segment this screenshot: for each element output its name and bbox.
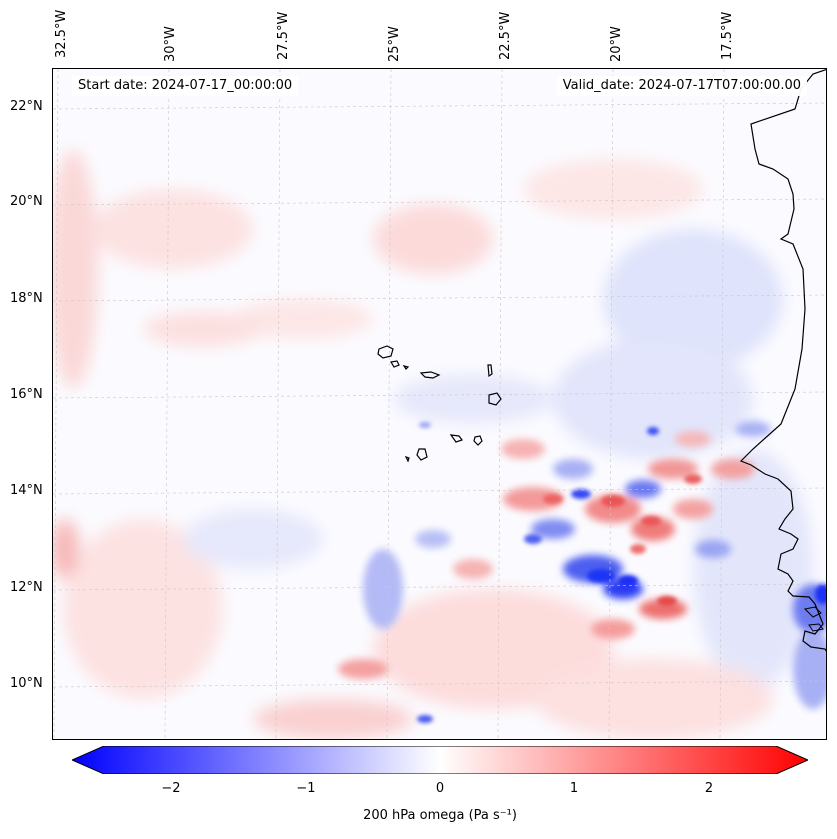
convective-region (338, 421, 826, 709)
colorbar-tick-minus2: −2 (161, 781, 181, 796)
lon-label-30w: 30°W (163, 26, 178, 62)
colorbar-label: 200 hPa omega (Pa s⁻¹) (363, 808, 517, 823)
colorbar-graphic (70, 745, 810, 779)
lon-label-27-5w: 27.5°W (276, 11, 291, 60)
lon-label-22-5w: 22.5°W (498, 11, 513, 60)
start-date-label: Start date: 2024-07-17_00:00:00 (72, 76, 299, 96)
lat-label-12n: 12°N (10, 580, 43, 595)
lon-label-32-5w: 32.5°W (54, 9, 69, 58)
lat-label-14n: 14°N (10, 483, 43, 498)
colorbar-body (70, 745, 810, 775)
colorbar (70, 745, 810, 779)
lon-label-20w: 20°W (609, 26, 624, 62)
colorbar-tick-minus1: −1 (296, 781, 316, 796)
lat-label-20n: 20°N (10, 194, 43, 209)
africa-coastline (739, 69, 826, 652)
intense-cells (417, 422, 826, 723)
colorbar-tick-plus2: 2 (704, 781, 714, 796)
lat-label-10n: 10°N (10, 676, 43, 691)
lat-label-18n: 18°N (10, 291, 43, 306)
map-plot-area (52, 68, 827, 740)
broad-field-patches (53, 149, 813, 739)
coastal-island-2 (808, 623, 824, 632)
valid-date-label: Valid_date: 2024-07-17T07:00:00.00 (556, 76, 807, 96)
colorbar-tick-zero: 0 (435, 781, 445, 796)
lon-label-17-5w: 17.5°W (720, 11, 735, 60)
lat-label-16n: 16°N (10, 387, 43, 402)
lon-label-25w: 25°W (387, 26, 402, 62)
omega-field-map (53, 69, 826, 739)
coastal-island (803, 606, 822, 618)
graticule (53, 69, 826, 739)
lat-label-22n: 22°N (10, 99, 43, 114)
islands-coastline (377, 345, 502, 463)
colorbar-tick-plus1: 1 (569, 781, 579, 796)
